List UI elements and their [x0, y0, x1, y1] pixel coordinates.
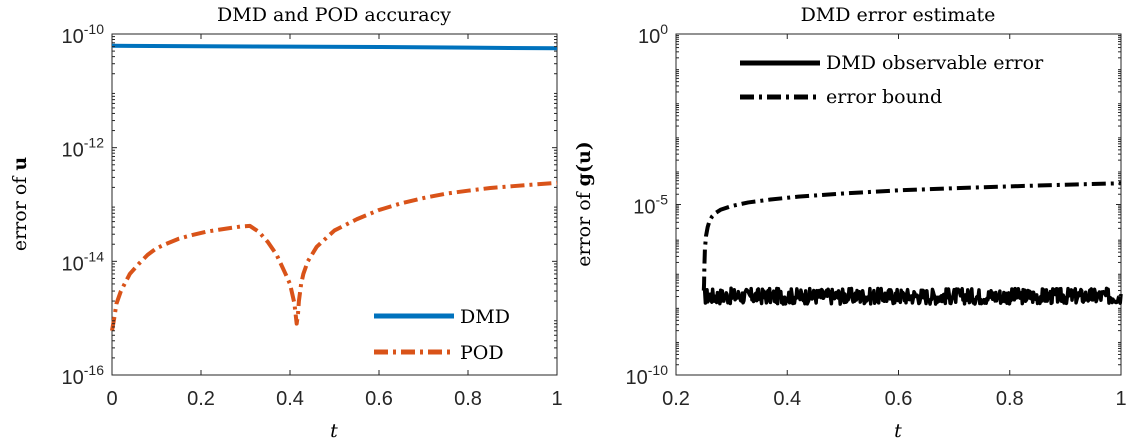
legend-label-observable-error: DMD observable error — [826, 52, 1044, 74]
x-tick-label: 0 — [106, 388, 117, 410]
y-axis-label: error of u — [9, 157, 31, 251]
series-line-pod — [110, 180, 558, 332]
x-tick-label: 0.6 — [885, 388, 913, 410]
chart-dmd-error-estimate: DMD error estimate 0.2 0.4 0.6 0.8 1 10-10 10-… — [573, 4, 1127, 442]
tick-group: 0 0.2 0.4 0.6 0.8 1 10-16 10-14 10-12 10-10 — [62, 21, 563, 410]
legend: DMD observable error error bound — [732, 44, 1054, 116]
y-tick-label: 10-5 — [633, 192, 668, 219]
series-group — [110, 43, 558, 332]
y-tick-label: 10-10 — [626, 362, 669, 389]
y-tick-label: 10-14 — [62, 248, 105, 275]
series-line-error-bound — [701, 181, 1122, 291]
chart-title: DMD and POD accuracy — [217, 4, 451, 26]
x-axis-label: t — [330, 420, 338, 442]
y-axis-label: error of g(u) — [573, 141, 595, 267]
chart-dmd-pod-accuracy: DMD and POD accuracy 0 0.2 0.4 0.6 0.8 1 10-16… — [9, 4, 563, 442]
y-tick-label: 10-10 — [62, 21, 105, 48]
x-tick-label: 0.8 — [454, 388, 482, 410]
chart-title: DMD error estimate — [801, 4, 996, 26]
legend-box — [366, 302, 552, 370]
series-line-dmd — [111, 43, 558, 51]
y-tick-label: 10-12 — [62, 135, 105, 162]
plot-area — [111, 33, 558, 376]
legend: DMD POD — [366, 302, 552, 370]
legend-label-dmd: DMD — [460, 306, 510, 328]
x-tick-label: 0.4 — [276, 388, 304, 410]
y-tick-label: 100 — [638, 21, 668, 48]
x-tick-label: 1 — [1115, 388, 1126, 410]
x-tick-label: 1 — [551, 388, 562, 410]
x-tick-label: 0.6 — [365, 388, 393, 410]
series-line-dmd-observable-error — [702, 286, 1123, 306]
legend-label-error-bound: error bound — [826, 86, 942, 108]
x-tick-label: 0.8 — [996, 388, 1024, 410]
x-tick-label: 0.2 — [662, 388, 690, 410]
tick-group: 0.2 0.4 0.6 0.8 1 10-10 10-5 100 — [626, 21, 1127, 410]
legend-box — [732, 44, 1054, 116]
x-tick-label: 0.2 — [187, 388, 215, 410]
series-group — [701, 181, 1123, 306]
x-tick-label: 0.4 — [773, 388, 801, 410]
x-axis-label: t — [894, 420, 902, 442]
y-tick-label: 10-16 — [62, 362, 105, 389]
legend-label-pod: POD — [460, 342, 504, 364]
